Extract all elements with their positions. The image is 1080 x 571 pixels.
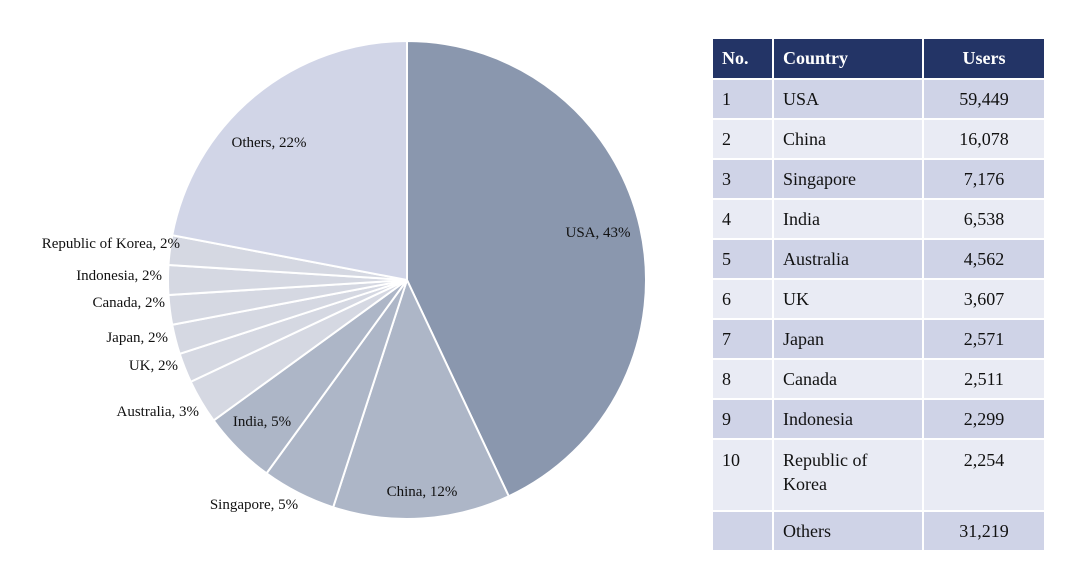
slice-label-japan: Japan, 2% <box>106 330 168 346</box>
pie-chart: USA, 43% China, 12% Singapore, 5% India, 5%… <box>42 39 647 520</box>
table-row: 7 Japan 2,571 <box>711 318 1046 360</box>
cell-country: Indonesia <box>772 398 924 440</box>
table-row: 5 Australia 4,562 <box>711 238 1046 280</box>
cell-no: 8 <box>711 358 774 400</box>
header-users: Users <box>922 37 1046 80</box>
pie-slice-others <box>171 39 408 282</box>
slice-label-china: China, 12% <box>387 484 458 500</box>
cell-country: Others <box>772 510 924 552</box>
cell-users: 2,511 <box>922 358 1046 400</box>
cell-no <box>711 510 774 552</box>
pie-slice-usa <box>406 39 647 498</box>
header-country: Country <box>772 37 924 80</box>
table-row: 9 Indonesia 2,299 <box>711 398 1046 440</box>
pie-slice-china <box>331 277 511 520</box>
slice-label-usa: USA, 43% <box>565 225 630 241</box>
header-no: No. <box>711 37 774 80</box>
table-row: 1 USA 59,449 <box>711 78 1046 120</box>
cell-country: Canada <box>772 358 924 400</box>
slice-label-australia: Australia, 3% <box>117 404 199 420</box>
cell-country: UK <box>772 278 924 320</box>
cell-users: 16,078 <box>922 118 1046 160</box>
cell-users: 2,571 <box>922 318 1046 360</box>
slice-label-singapore: Singapore, 5% <box>210 497 298 513</box>
cell-country: China <box>772 118 924 160</box>
cell-no: 6 <box>711 278 774 320</box>
slice-label-others: Others, 22% <box>232 135 307 151</box>
cell-country: USA <box>772 78 924 120</box>
cell-users: 2,254 <box>922 438 1046 512</box>
table-row: 10 Republic of Korea 2,254 <box>711 438 1046 512</box>
slice-label-canada: Canada, 2% <box>93 295 165 311</box>
cell-users: 4,562 <box>922 238 1046 280</box>
table-row: 4 India 6,538 <box>711 198 1046 240</box>
cell-no: 5 <box>711 238 774 280</box>
cell-no: 2 <box>711 118 774 160</box>
table-row: Others 31,219 <box>711 510 1046 552</box>
cell-country: Australia <box>772 238 924 280</box>
table-row: 6 UK 3,607 <box>711 278 1046 320</box>
table-header-row: No. Country Users <box>711 37 1046 80</box>
slice-label-uk: UK, 2% <box>129 358 178 374</box>
cell-no: 10 <box>711 438 774 512</box>
cell-users: 59,449 <box>922 78 1046 120</box>
cell-no: 4 <box>711 198 774 240</box>
cell-no: 9 <box>711 398 774 440</box>
cell-country: India <box>772 198 924 240</box>
cell-no: 1 <box>711 78 774 120</box>
slice-label-republic-of-korea: Republic of Korea, 2% <box>42 236 180 252</box>
users-table: No. Country Users 1 USA 59,449 2 China 16,078… <box>711 37 1046 552</box>
cell-country: Singapore <box>772 158 924 200</box>
cell-no: 3 <box>711 158 774 200</box>
cell-no: 7 <box>711 318 774 360</box>
cell-users: 6,538 <box>922 198 1046 240</box>
cell-country: Japan <box>772 318 924 360</box>
cell-users: 7,176 <box>922 158 1046 200</box>
cell-users: 2,299 <box>922 398 1046 440</box>
slice-label-india: India, 5% <box>233 414 291 430</box>
table-row: 2 China 16,078 <box>711 118 1046 160</box>
table-row: 8 Canada 2,511 <box>711 358 1046 400</box>
cell-country: Republic of Korea <box>772 438 924 512</box>
cell-users: 31,219 <box>922 510 1046 552</box>
table-row: 3 Singapore 7,176 <box>711 158 1046 200</box>
cell-users: 3,607 <box>922 278 1046 320</box>
slice-label-indonesia: Indonesia, 2% <box>76 268 162 284</box>
